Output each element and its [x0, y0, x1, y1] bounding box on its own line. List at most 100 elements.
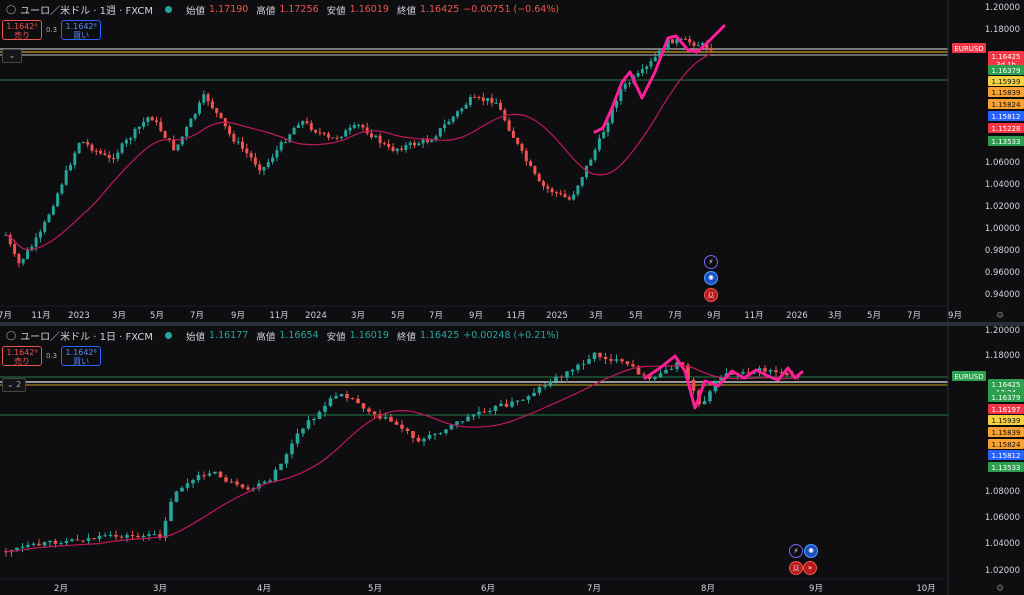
- candle-body: [112, 158, 115, 160]
- price-tag-label: 1.15839: [992, 89, 1021, 97]
- candle-body: [26, 250, 29, 259]
- ohlc-close-value: 1.16425: [419, 330, 460, 341]
- candle-body: [524, 150, 528, 162]
- candle-body: [301, 121, 305, 125]
- sell-button[interactable]: 1.1642⁹ 売り: [2, 346, 42, 366]
- candle-body: [675, 39, 679, 44]
- candle-body: [69, 164, 72, 171]
- candle-body: [312, 418, 316, 421]
- price-axis-label: 1.08000: [985, 487, 1020, 497]
- price-axis-label: 1.06000: [985, 513, 1020, 523]
- us-flag-icon[interactable]: »: [803, 561, 817, 575]
- price-axis-label: 1.02000: [985, 202, 1020, 212]
- candle-body: [614, 359, 619, 361]
- candle-body: [262, 481, 267, 484]
- chart-title[interactable]: ユーロ／米ドル · 1日 · FXCM: [20, 332, 153, 343]
- candle-body: [258, 164, 262, 171]
- ohlc-open-value: 1.17190: [209, 4, 249, 15]
- price-tag: [988, 462, 1024, 472]
- candle-body: [477, 97, 481, 99]
- candle-body: [370, 133, 373, 138]
- candle-body: [460, 421, 465, 423]
- candle-body: [559, 376, 564, 378]
- us-flag-icon[interactable]: 🇺: [704, 288, 718, 302]
- gear-icon[interactable]: ✺: [804, 544, 818, 558]
- candle-body: [464, 104, 468, 109]
- lightning-icon[interactable]: ⚡: [704, 255, 718, 269]
- candle-body: [554, 376, 558, 382]
- candle-body: [378, 135, 382, 144]
- candle-body: [597, 138, 601, 150]
- ohlc-open-value: 1.16177: [209, 330, 249, 341]
- buy-button[interactable]: 1.1642⁸ 買い: [61, 20, 102, 40]
- daily-chart-canvas[interactable]: 1.20000 1.18000 1.08000 1.06000 1.04000 1.020…: [0, 326, 1024, 595]
- candle-body: [683, 38, 687, 40]
- candle-body: [130, 535, 135, 537]
- candle-body: [94, 150, 98, 152]
- candle-body: [705, 43, 709, 49]
- price-tag: [988, 392, 1024, 402]
- candle-body: [741, 372, 745, 374]
- candle-body: [598, 352, 602, 357]
- candle-body: [671, 39, 674, 44]
- lightning-icon[interactable]: ⚡: [789, 544, 803, 558]
- candle-body: [206, 94, 210, 102]
- price-tag-label: 1.13533: [992, 464, 1021, 472]
- candle-body: [653, 57, 657, 62]
- weekly-chart-pane[interactable]: 1.20000 1.18000 1.06000 1.04000 1.02000 1.000…: [0, 0, 1024, 322]
- weekly-chart-canvas[interactable]: 1.20000 1.18000 1.06000 1.04000 1.02000 1.000…: [0, 0, 1024, 322]
- candle-body: [224, 477, 228, 482]
- candle-body: [537, 387, 542, 393]
- price-tag-label: 1.15812: [992, 113, 1021, 121]
- candle-body: [421, 139, 425, 144]
- collapse-indicators-button[interactable]: ⌄: [2, 49, 22, 63]
- candle-body: [268, 480, 272, 482]
- price-tag: [988, 415, 1024, 425]
- candle-body: [75, 539, 80, 541]
- candle-body: [218, 471, 223, 478]
- candle-body: [301, 428, 305, 434]
- candle-body: [180, 136, 184, 145]
- candle-body: [395, 148, 399, 151]
- candle-body: [246, 487, 250, 490]
- price-axis-label: 1.18000: [985, 25, 1020, 35]
- price-axis-label: 1.20000: [985, 3, 1020, 13]
- daily-chart-pane[interactable]: 1.20000 1.18000 1.08000 1.06000 1.04000 1.020…: [0, 326, 1024, 595]
- collapse-indicators-button[interactable]: ⌄ 2: [2, 378, 26, 392]
- candle-body: [692, 42, 696, 46]
- gear-icon[interactable]: ✺: [704, 271, 718, 285]
- candle-body: [543, 385, 547, 388]
- sell-button[interactable]: 1.1642⁹ 売り: [2, 20, 42, 40]
- ohlc-open-label: 始値: [186, 331, 206, 343]
- candle-body: [64, 541, 69, 544]
- candle-body: [405, 428, 410, 431]
- candle-body: [374, 135, 378, 138]
- candle-body: [279, 142, 283, 151]
- time-axis-label: 9月: [707, 311, 721, 321]
- pane-divider[interactable]: [0, 322, 1024, 326]
- candle-body: [266, 162, 270, 168]
- price-axis-label: 1.18000: [985, 351, 1020, 361]
- candle-body: [215, 108, 219, 113]
- market-status-icon: [165, 6, 172, 13]
- candle-body: [653, 377, 657, 379]
- us-flag-icon[interactable]: 🇺: [789, 561, 803, 575]
- candle-body: [279, 463, 283, 470]
- candle-body: [585, 165, 588, 178]
- price-axis-label: 1.02000: [985, 566, 1020, 576]
- chart-title[interactable]: ユーロ／米ドル · 1週 · FXCM: [20, 6, 153, 17]
- candle-body: [592, 352, 597, 360]
- candle-body: [494, 102, 498, 104]
- candle-body: [99, 150, 103, 154]
- candle-body: [15, 547, 19, 551]
- candle-body: [116, 152, 120, 159]
- candle-body: [318, 132, 322, 134]
- buy-button[interactable]: 1.1642⁸ 買い: [61, 346, 102, 366]
- candle-body: [372, 411, 377, 415]
- candle-body: [167, 138, 171, 140]
- sell-label: 売り: [14, 31, 30, 40]
- candle-body: [515, 400, 520, 402]
- candle-body: [163, 520, 168, 538]
- price-tag-label: 1.16379: [992, 67, 1021, 75]
- candle-body: [389, 416, 393, 422]
